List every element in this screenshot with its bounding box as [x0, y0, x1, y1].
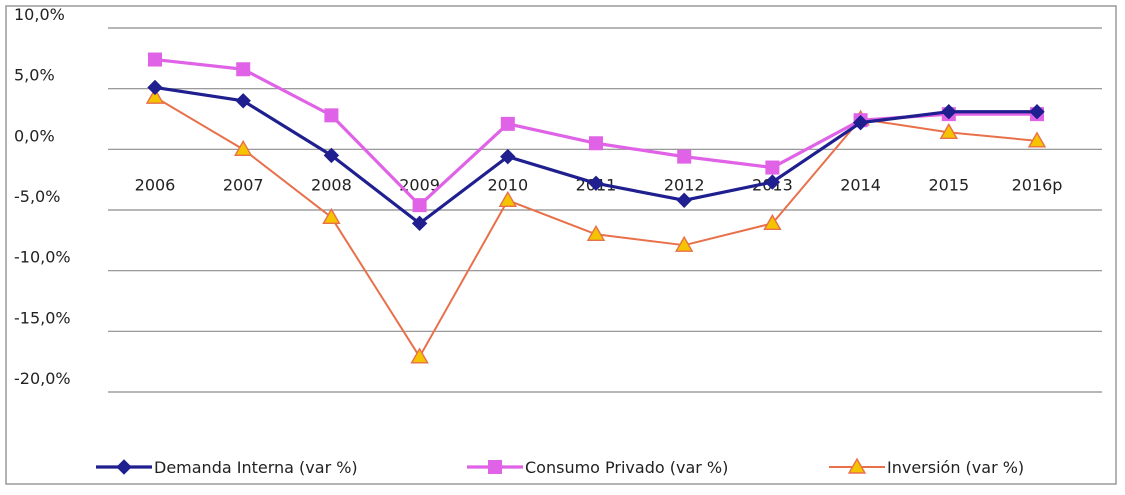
series-lines	[145, 52, 1047, 364]
series-triangle	[145, 87, 1047, 364]
x-tick-label: 2008	[311, 175, 352, 194]
x-tick-label: 2007	[223, 175, 264, 194]
data-point-marker	[323, 147, 340, 164]
x-tick-label: 2006	[135, 175, 176, 194]
legend-marker	[488, 460, 502, 474]
data-point-marker	[586, 224, 606, 241]
data-point-marker	[233, 139, 253, 157]
data-point-marker	[677, 149, 692, 164]
legend-marker	[116, 459, 132, 475]
y-tick-label: -20,0%	[14, 369, 71, 388]
data-point-marker	[145, 87, 165, 104]
data-point-marker	[500, 116, 515, 131]
data-point-marker	[235, 93, 251, 109]
y-axis-tick-labels: 10,0% 5,0% 0,0% -5,0% -10,0% -15,0% -20,0%	[14, 5, 71, 388]
data-point-marker	[500, 148, 516, 165]
legend-item: Inversión (var %)	[829, 457, 1024, 477]
chart-frame	[5, 5, 1117, 485]
data-point-marker	[589, 136, 603, 151]
legend-item: Consumo Privado (var %)	[467, 458, 728, 477]
legend: Demanda Interna (var %) Consumo Privado (…	[96, 457, 1024, 477]
data-point-marker	[676, 192, 692, 209]
y-tick-label: -10,0%	[14, 248, 71, 267]
data-point-marker	[588, 175, 604, 192]
data-point-marker	[674, 235, 694, 252]
series-diamond	[147, 79, 1045, 232]
data-point-marker	[498, 190, 518, 207]
data-point-marker	[1027, 131, 1047, 148]
y-tick-label: -15,0%	[14, 308, 71, 327]
data-point-marker	[236, 62, 251, 77]
gridlines	[108, 27, 1102, 393]
x-tick-label: 2012	[664, 175, 705, 194]
x-tick-label: 2009	[399, 175, 440, 194]
data-point-marker	[852, 114, 869, 131]
x-tick-label: 2014	[840, 175, 881, 194]
legend-item: Demanda Interna (var %)	[96, 458, 358, 477]
x-tick-label: 2015	[928, 175, 969, 194]
data-point-marker	[147, 79, 163, 96]
y-tick-label: 5,0%	[14, 66, 55, 85]
data-point-marker	[764, 174, 781, 190]
data-point-marker	[411, 215, 428, 232]
data-point-marker	[939, 122, 959, 140]
data-point-marker	[765, 160, 780, 175]
legend-label: Inversión (var %)	[887, 458, 1024, 477]
y-tick-label: -5,0%	[14, 187, 60, 206]
data-point-marker	[322, 207, 341, 224]
x-tick-label: 2016p	[1012, 175, 1063, 194]
data-point-marker	[412, 198, 427, 213]
legend-marker	[847, 457, 867, 474]
data-point-marker	[763, 213, 782, 231]
data-point-marker	[410, 347, 429, 364]
legend-label: Consumo Privado (var %)	[525, 458, 728, 477]
x-tick-label: 2010	[487, 175, 528, 194]
y-tick-label: 0,0%	[14, 126, 55, 145]
data-point-marker	[1029, 104, 1045, 120]
y-tick-label: 10,0%	[14, 5, 65, 24]
data-point-marker	[324, 108, 339, 123]
data-point-marker	[941, 104, 957, 120]
legend-label: Demanda Interna (var %)	[154, 458, 358, 477]
data-point-marker	[148, 52, 162, 67]
